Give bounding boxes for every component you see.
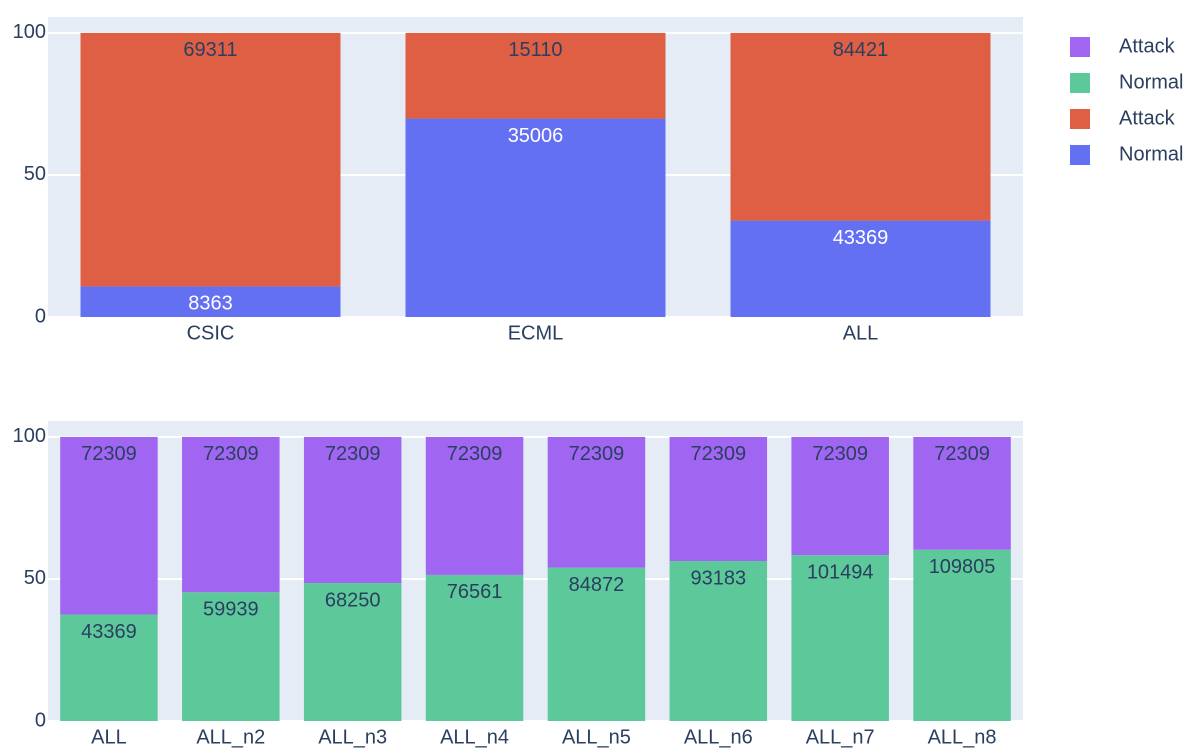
- legend-label: Attack: [1119, 107, 1176, 129]
- x-tick-label: CSIC: [187, 322, 235, 344]
- x-tick-label: ALL_n7: [806, 726, 875, 748]
- legend-label: Attack: [1119, 35, 1176, 57]
- bar-segment: [913, 549, 1011, 721]
- bar-segment: [303, 436, 402, 584]
- y-tick-label: 0: [35, 709, 46, 731]
- bar-segment: [80, 286, 341, 317]
- bar-segment: [425, 574, 524, 721]
- x-tick-label: ALL_n6: [684, 726, 753, 748]
- x-tick-label: ALL: [843, 322, 879, 344]
- data-label: 43369: [833, 227, 889, 249]
- y-tick-label: 0: [35, 305, 46, 327]
- bar-segment: [547, 567, 646, 721]
- x-tick-label: ALL_n8: [928, 726, 997, 748]
- legend-label: Normal: [1119, 71, 1183, 93]
- data-label: 72309: [447, 443, 503, 465]
- data-label: 84872: [569, 574, 625, 596]
- data-label: 72309: [569, 443, 625, 465]
- data-label: 8363: [188, 293, 233, 315]
- data-label: 84421: [833, 39, 889, 61]
- data-label: 35006: [508, 125, 564, 147]
- bar-segment: [405, 32, 666, 119]
- bar-segment: [182, 436, 280, 593]
- data-label: 72309: [934, 443, 990, 465]
- bar-segment: [791, 555, 889, 721]
- data-label: 72309: [325, 443, 381, 465]
- y-tick-label: 100: [13, 425, 46, 447]
- legend-swatch: [1070, 109, 1090, 129]
- bar-segment: [303, 583, 402, 721]
- data-label: 15110: [508, 39, 562, 61]
- bar-segment: [730, 220, 991, 317]
- y-tick-label: 100: [13, 21, 46, 43]
- x-tick-label: ALL_n5: [562, 726, 631, 748]
- data-label: 109805: [929, 556, 996, 578]
- bar-segment: [405, 118, 666, 317]
- legend-swatch: [1070, 145, 1090, 165]
- data-label: 72309: [812, 443, 868, 465]
- y-tick-label: 50: [24, 567, 46, 589]
- data-label: 69311: [183, 39, 237, 61]
- bar-segment: [182, 592, 280, 721]
- bar-segment: [60, 614, 158, 721]
- x-tick-label: ALL_n3: [318, 726, 387, 748]
- bar-segment: [791, 436, 889, 556]
- data-label: 101494: [807, 561, 874, 583]
- bar-segment: [669, 561, 768, 721]
- data-label: 72309: [691, 443, 747, 465]
- bar-segment: [669, 436, 768, 562]
- bar-segment: [60, 436, 158, 615]
- x-tick-label: ALL_n2: [196, 726, 265, 748]
- x-tick-label: ECML: [508, 322, 564, 344]
- x-tick-label: ALL: [91, 726, 127, 748]
- bar-segment: [425, 436, 524, 575]
- data-label: 72309: [203, 443, 259, 465]
- data-label: 68250: [325, 589, 381, 611]
- legend-swatch: [1070, 37, 1090, 57]
- bar-segment: [80, 32, 341, 287]
- legend-swatch: [1070, 73, 1090, 93]
- data-label: 59939: [203, 599, 259, 621]
- data-label: 72309: [81, 443, 137, 465]
- bar-segment: [913, 436, 1011, 550]
- y-tick-label: 50: [24, 163, 46, 185]
- data-label: 43369: [81, 621, 137, 643]
- bar-segment: [547, 436, 646, 568]
- bar-segment: [730, 32, 991, 221]
- x-tick-label: ALL_n4: [440, 726, 509, 748]
- data-label: 93183: [691, 567, 747, 589]
- legend-label: Normal: [1119, 143, 1183, 165]
- data-label: 76561: [447, 581, 503, 603]
